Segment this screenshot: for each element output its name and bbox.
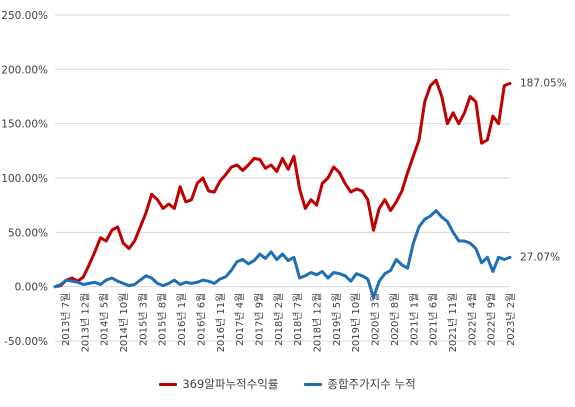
y-tick-label: -50.00%	[4, 336, 48, 348]
legend-swatch-alpha	[159, 382, 178, 386]
y-tick-label: 50.00%	[8, 227, 48, 239]
legend-item-alpha: 369알파누적수익률	[159, 374, 278, 394]
legend: 369알파누적수익률 종합주가지수 누적	[0, 374, 575, 394]
x-tick-label: 2021년 11월	[447, 293, 459, 353]
x-tick-label: 2018년 2월	[273, 293, 285, 346]
series-line-0	[53, 78, 512, 289]
x-tick-label: 2017년 4월	[234, 293, 246, 346]
y-tick-label: 250.00%	[1, 10, 48, 22]
series-lines	[53, 78, 512, 299]
x-tick-label: 2022년 9월	[486, 293, 498, 346]
x-tick-label: 2018년 7월	[292, 293, 304, 346]
gridlines	[55, 14, 510, 342]
x-tick-label: 2021년 6월	[428, 293, 440, 346]
y-axis-tick-labels: -50.00% 0.00% 50.00% 100.00% 150.00% 200.00% 2…	[1, 10, 48, 348]
x-tick-label: 2020년 3월	[370, 293, 382, 346]
x-tick-label: 2013년 12월	[79, 293, 91, 353]
end-label-0: 187.05%	[520, 77, 567, 89]
x-tick-label: 2016년 11월	[215, 293, 227, 353]
series-line-1	[53, 209, 512, 299]
x-tick-label: 2021년 1월	[408, 293, 420, 346]
legend-label-alpha: 369알파누적수익률	[182, 377, 279, 391]
x-tick-label: 2019년 10월	[350, 293, 362, 353]
x-tick-label: 2015년 8월	[157, 293, 169, 346]
legend-label-kospi: 종합주가지수 누적	[327, 377, 416, 391]
x-tick-label: 2016년 1월	[176, 293, 188, 346]
x-tick-label: 2023년 2월	[505, 293, 517, 346]
x-tick-label: 2014년 10월	[118, 293, 130, 353]
y-tick-label: 0.00%	[15, 282, 48, 294]
x-tick-label: 2019년 5월	[331, 293, 343, 346]
series-end-labels: 187.05% 27.07%	[520, 77, 567, 263]
x-tick-label: 2018년 12월	[312, 293, 324, 353]
x-axis-tick-labels: 2013년 7월 2013년 12월 2014년 5월 2014년 10월 2015년 …	[60, 293, 517, 353]
end-label-1: 27.07%	[520, 251, 560, 263]
x-tick-label: 2014년 5월	[99, 293, 111, 346]
x-tick-label: 2020년 8월	[389, 293, 401, 346]
y-tick-label: 100.00%	[1, 173, 48, 185]
x-tick-label: 2016년 6월	[195, 293, 207, 346]
x-tick-label: 2017년 9월	[253, 293, 265, 346]
x-tick-label: 2015년 3월	[137, 293, 149, 346]
y-tick-label: 200.00%	[1, 64, 48, 76]
legend-item-kospi: 종합주가지수 누적	[304, 374, 416, 394]
x-tick-label: 2013년 7월	[60, 293, 72, 346]
y-tick-label: 150.00%	[1, 119, 48, 131]
x-tick-label: 2022년 4월	[466, 293, 478, 346]
legend-swatch-kospi	[304, 382, 323, 386]
